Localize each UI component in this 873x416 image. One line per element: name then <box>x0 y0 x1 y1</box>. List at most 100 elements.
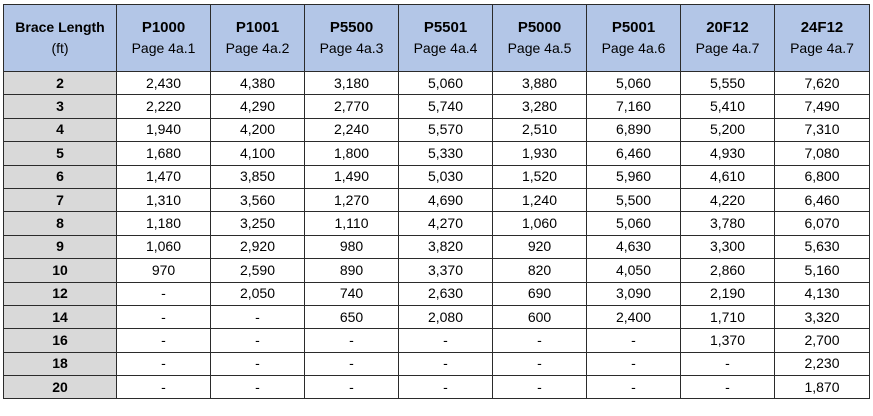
capacity-cell: 2,700 <box>774 328 870 353</box>
capacity-cell: 2,220 <box>116 94 211 119</box>
capacity-cell: 1,310 <box>116 187 211 213</box>
capacity-cell: 5,060 <box>586 70 681 96</box>
capacity-cell: 1,370 <box>680 328 775 353</box>
capacity-cell: 920 <box>492 234 587 260</box>
brace-length-cell: 8 <box>3 211 117 236</box>
capacity-cell: 4,270 <box>398 211 493 236</box>
capacity-cell: 1,940 <box>116 117 211 143</box>
table-row: 8 1,180 3,250 1,110 4,270 1,060 5,060 3,780 6,07… <box>3 211 870 236</box>
capacity-cell: 1,870 <box>774 375 870 400</box>
capacity-cell: - <box>398 328 493 353</box>
capacity-cell: 5,330 <box>398 141 493 166</box>
capacity-cell: 7,080 <box>774 141 870 166</box>
brace-length-cell: 14 <box>3 304 117 330</box>
column-page-ref: Page 4a.3 <box>319 40 384 56</box>
capacity-cell: 3,370 <box>398 258 493 283</box>
capacity-cell: - <box>304 328 399 353</box>
capacity-cell: 4,930 <box>680 141 775 166</box>
capacity-cell: 7,310 <box>774 117 870 143</box>
header-column: P5000 Page 4a.5 <box>492 4 587 72</box>
capacity-cell: 1,490 <box>304 164 399 189</box>
brace-length-cell: 3 <box>3 94 117 119</box>
table-row: 14- -650 2,080 600 2,400 1,710 3,320 <box>3 304 870 330</box>
capacity-cell: 3,850 <box>210 164 305 189</box>
capacity-cell: - <box>492 351 587 377</box>
capacity-cell: 2,240 <box>304 117 399 143</box>
capacity-cell: - <box>586 375 681 400</box>
table-row: 18- - - - - - -2,230 <box>3 351 870 377</box>
capacity-cell: 1,060 <box>492 211 587 236</box>
brace-capacity-table: Brace Length (ft) P1000 Page 4a.1 P1001 Pag… <box>3 4 870 400</box>
capacity-cell: - <box>210 375 305 400</box>
column-title: P5000 <box>517 19 562 36</box>
capacity-cell: 4,220 <box>680 187 775 213</box>
table-row: 12-2,050 740 2,630 690 3,090 2,190 4,130 <box>3 281 870 306</box>
capacity-cell: 1,710 <box>680 304 775 330</box>
capacity-cell: 3,320 <box>774 304 870 330</box>
capacity-cell: 2,080 <box>398 304 493 330</box>
capacity-cell: 5,410 <box>680 94 775 119</box>
column-page-ref: Page 4a.4 <box>413 40 478 56</box>
brace-length-cell: 10 <box>3 258 117 283</box>
capacity-cell: - <box>210 304 305 330</box>
header-column: 20F12 Page 4a.7 <box>680 4 775 72</box>
capacity-cell: 7,620 <box>774 70 870 96</box>
table-row: 16- - - - - -1,370 2,700 <box>3 328 870 353</box>
header-column: 24F12 Page 4a.7 <box>774 4 870 72</box>
capacity-cell: 1,800 <box>304 141 399 166</box>
capacity-cell: 2,430 <box>116 70 211 96</box>
capacity-cell: 4,200 <box>210 117 305 143</box>
table-row: 4 1,940 4,200 2,240 5,570 2,510 6,890 5,200 7,31… <box>3 117 870 143</box>
header-column: P1001 Page 4a.2 <box>210 4 305 72</box>
capacity-cell: 1,270 <box>304 187 399 213</box>
table-header: Brace Length (ft) P1000 Page 4a.1 P1001 Pag… <box>3 4 870 72</box>
brace-length-cell: 20 <box>3 375 117 400</box>
capacity-cell: 890 <box>304 258 399 283</box>
capacity-cell: 5,740 <box>398 94 493 119</box>
column-page-ref: Page 4a.7 <box>790 40 854 56</box>
capacity-cell: 6,460 <box>774 187 870 213</box>
capacity-cell: - <box>304 351 399 377</box>
table-row: 10 970 2,590 890 3,370 820 4,050 2,860 5,160 <box>3 258 870 283</box>
capacity-cell: - <box>680 375 775 400</box>
capacity-cell: 4,610 <box>680 164 775 189</box>
capacity-cell: 2,920 <box>210 234 305 260</box>
capacity-cell: 3,780 <box>680 211 775 236</box>
capacity-cell: - <box>116 304 211 330</box>
capacity-cell: 3,820 <box>398 234 493 260</box>
capacity-cell: 4,290 <box>210 94 305 119</box>
capacity-cell: 980 <box>304 234 399 260</box>
table-row: 6 1,470 3,850 1,490 5,030 1,520 5,960 4,610 6,80… <box>3 164 870 189</box>
capacity-cell: 5,060 <box>398 70 493 96</box>
column-page-ref: Page 4a.1 <box>131 40 196 56</box>
capacity-cell: 3,560 <box>210 187 305 213</box>
column-title: P1000 <box>141 19 186 36</box>
capacity-cell: 820 <box>492 258 587 283</box>
header-brace-length: Brace Length (ft) <box>3 4 117 72</box>
header-unit: (ft) <box>51 40 69 56</box>
capacity-cell: 6,890 <box>586 117 681 143</box>
capacity-cell: 1,060 <box>116 234 211 260</box>
capacity-cell: 5,550 <box>680 70 775 96</box>
capacity-cell: 5,570 <box>398 117 493 143</box>
capacity-cell: 7,160 <box>586 94 681 119</box>
table-row: 5 1,680 4,100 1,800 5,330 1,930 6,460 4,930 7,08… <box>3 141 870 166</box>
capacity-cell: 7,490 <box>774 94 870 119</box>
header-title: Brace Length <box>15 19 105 35</box>
capacity-cell: 5,200 <box>680 117 775 143</box>
capacity-cell: 740 <box>304 281 399 306</box>
capacity-cell: - <box>116 328 211 353</box>
capacity-cell: 650 <box>304 304 399 330</box>
capacity-cell: 3,180 <box>304 70 399 96</box>
capacity-cell: - <box>116 281 211 306</box>
table-row: 7 1,310 3,560 1,270 4,690 1,240 5,500 4,220 6,46… <box>3 187 870 213</box>
header-column: P5500 Page 4a.3 <box>304 4 399 72</box>
brace-length-cell: 4 <box>3 117 117 143</box>
brace-length-cell: 5 <box>3 141 117 166</box>
capacity-cell: - <box>492 328 587 353</box>
table-row: 20- - - - - - -1,870 <box>3 375 870 400</box>
capacity-cell: 2,510 <box>492 117 587 143</box>
capacity-cell: - <box>586 351 681 377</box>
capacity-cell: 6,460 <box>586 141 681 166</box>
header-column: P5001 Page 4a.6 <box>586 4 681 72</box>
